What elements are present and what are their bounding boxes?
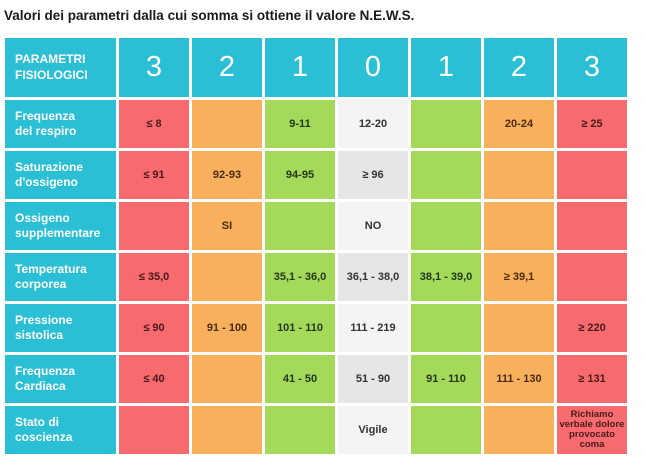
- header-score-2-low: 2: [192, 38, 262, 97]
- row-label-heart-rate: Frequenza Cardiaca: [5, 355, 116, 403]
- row-label-body-temperature: Temperatura corporea: [5, 253, 116, 301]
- table-cell: 35,1 - 36,0: [265, 253, 335, 301]
- table-cell: [192, 100, 262, 148]
- table-cell: 38,1 - 39,0: [411, 253, 481, 301]
- row-label-supplemental-oxygen: Ossigeno supplementare: [5, 202, 116, 250]
- table-cell: [192, 406, 262, 454]
- table-cell: [265, 202, 335, 250]
- table-cell: [411, 100, 481, 148]
- table-cell: SI: [192, 202, 262, 250]
- header-score-0: 0: [338, 38, 408, 97]
- table-cell: [557, 202, 627, 250]
- table-cell: [119, 406, 189, 454]
- table-cell: ≤ 35,0: [119, 253, 189, 301]
- table-cell: 12-20: [338, 100, 408, 148]
- header-score-1-high: 1: [411, 38, 481, 97]
- table-cell: ≥ 96: [338, 151, 408, 199]
- table-cell: [484, 202, 554, 250]
- table-cell: ≤ 40: [119, 355, 189, 403]
- row-label-oxygen-saturation: Saturazione d'ossigeno: [5, 151, 116, 199]
- table-cell: [484, 406, 554, 454]
- table-cell: 51 - 90: [338, 355, 408, 403]
- table-cell: 20-24: [484, 100, 554, 148]
- header-score-3-high: 3: [557, 38, 627, 97]
- page-title: Valori dei parametri dalla cui somma si …: [4, 8, 415, 23]
- table-cell: [484, 304, 554, 352]
- table-cell: 41 - 50: [265, 355, 335, 403]
- table-cell: [411, 151, 481, 199]
- table-cell: 111 - 219: [338, 304, 408, 352]
- table-cell: [411, 406, 481, 454]
- header-parameters-label: PARAMETRI FISIOLOGICI: [5, 38, 116, 97]
- table-cell: [192, 253, 262, 301]
- table-cell: ≤ 8: [119, 100, 189, 148]
- table-cell: ≥ 220: [557, 304, 627, 352]
- table-cell: 36,1 - 38,0: [338, 253, 408, 301]
- header-score-2-high: 2: [484, 38, 554, 97]
- header-score-1-low: 1: [265, 38, 335, 97]
- table-cell: ≥ 131: [557, 355, 627, 403]
- table-cell: ≤ 91: [119, 151, 189, 199]
- table-cell: [192, 355, 262, 403]
- table-cell: 101 - 110: [265, 304, 335, 352]
- table-cell: ≥ 25: [557, 100, 627, 148]
- table-cell: [411, 304, 481, 352]
- table-cell: 111 - 130: [484, 355, 554, 403]
- table-cell: [557, 253, 627, 301]
- table-cell: [484, 151, 554, 199]
- table-cell: ≥ 39,1: [484, 253, 554, 301]
- table-cell: [411, 202, 481, 250]
- header-score-3-low: 3: [119, 38, 189, 97]
- table-cell: [119, 202, 189, 250]
- table-cell: 9-11: [265, 100, 335, 148]
- row-label-consciousness: Stato di coscienza: [5, 406, 116, 454]
- table-cell: [557, 151, 627, 199]
- table-cell: NO: [338, 202, 408, 250]
- table-cell: ≤ 90: [119, 304, 189, 352]
- table-cell: 92-93: [192, 151, 262, 199]
- news-score-table: PARAMETRI FISIOLOGICI 3 2 1 0 1 2 3 Freq…: [5, 38, 627, 454]
- table-cell: 91 - 100: [192, 304, 262, 352]
- table-cell: [265, 406, 335, 454]
- table-cell: Richiamo verbale dolore provocato coma: [557, 406, 627, 454]
- table-cell: 91 - 110: [411, 355, 481, 403]
- table-cell: Vigile: [338, 406, 408, 454]
- table-cell: 94-95: [265, 151, 335, 199]
- row-label-systolic-pressure: Pressione sistolica: [5, 304, 116, 352]
- row-label-respiratory-rate: Frequenza del respiro: [5, 100, 116, 148]
